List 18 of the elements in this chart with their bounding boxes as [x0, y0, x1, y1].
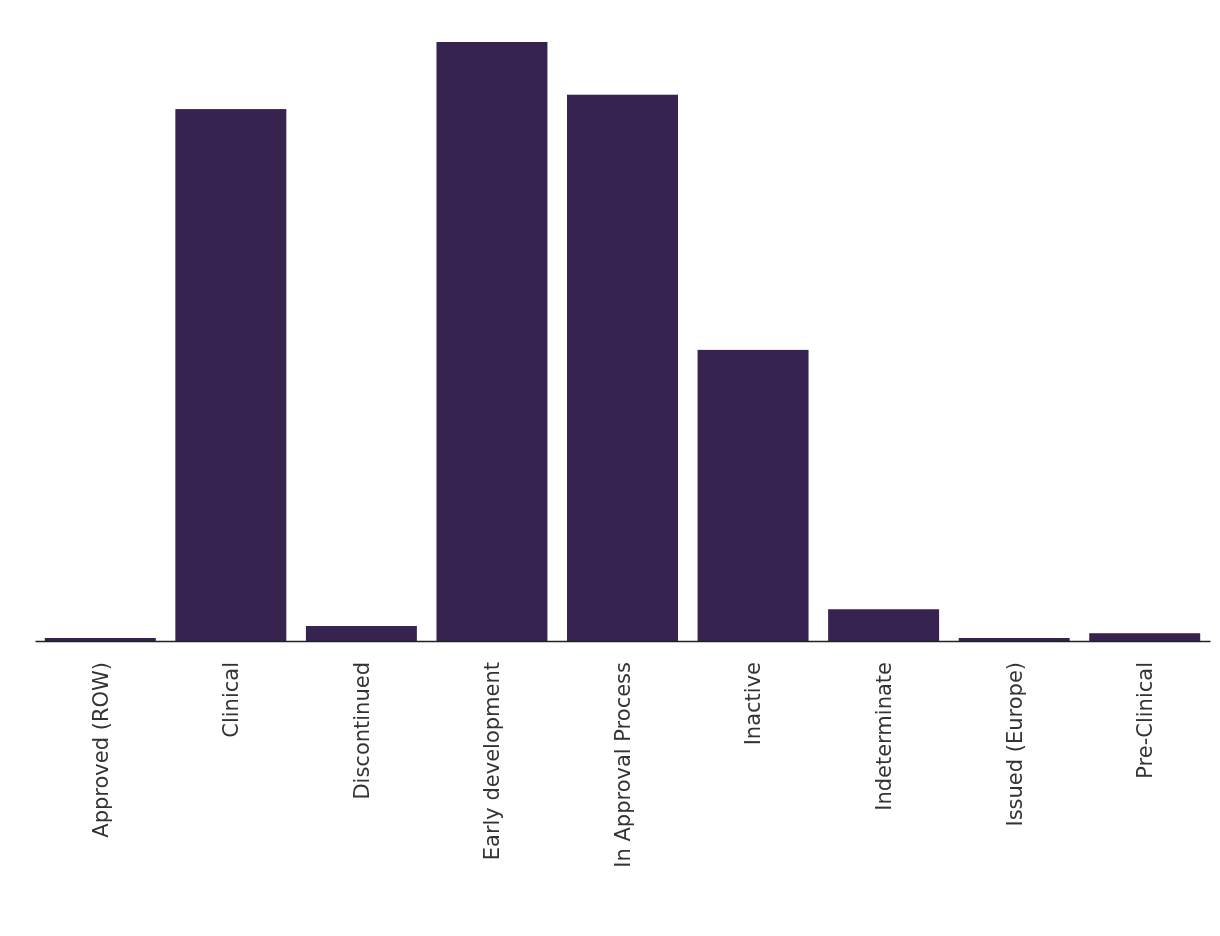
bar [1089, 633, 1201, 641]
bar [697, 349, 809, 641]
x-tick-label: Discontinued [349, 662, 374, 800]
x-tick-label: Inactive [741, 662, 766, 746]
bar [175, 109, 287, 641]
x-tick-label: Indeterminate [871, 662, 896, 811]
x-tick-label: In Approval Process [610, 662, 635, 868]
x-tick-label: Issued (Europe) [1002, 662, 1027, 827]
bar [305, 626, 417, 641]
x-tick-label: Early development [480, 662, 505, 861]
bar [828, 609, 940, 641]
bar [436, 42, 548, 641]
x-tick-label: Clinical [219, 662, 244, 738]
bar [567, 94, 678, 641]
bar [958, 638, 1070, 641]
x-tick-label: Pre-Clinical [1133, 662, 1158, 779]
bar [44, 638, 156, 641]
x-tick-label: Approved (ROW) [88, 662, 113, 838]
